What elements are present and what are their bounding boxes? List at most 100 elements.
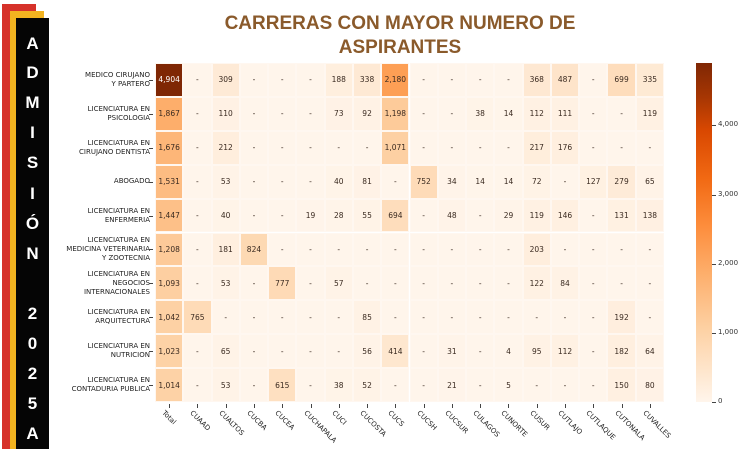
heatmap-cell: - [466, 334, 495, 369]
heatmap-cell: - [183, 96, 212, 131]
heatmap-cell: - [296, 96, 325, 131]
heatmap-cell: 95 [522, 334, 551, 369]
heatmap-cell: - [579, 300, 608, 335]
admision-banner [16, 18, 49, 449]
heatmap-cell: 414 [381, 334, 410, 369]
heatmap-cell: 85 [352, 300, 382, 335]
heatmap-cell: - [635, 130, 664, 165]
heatmap-cell: - [268, 334, 297, 369]
colorbar-tick [712, 263, 716, 265]
heatmap-cell: - [239, 96, 269, 131]
heatmap-cell: - [409, 334, 438, 369]
heatmap-cell: 338 [352, 63, 382, 97]
heatmap-cell: - [550, 232, 580, 267]
heatmap-cell: - [239, 266, 269, 301]
banner-letter: D [26, 63, 39, 82]
heatmap-cell: 65 [211, 334, 240, 369]
heatmap-cell: 777 [268, 266, 297, 301]
heatmap-cell: 1,198 [381, 96, 410, 131]
heatmap-cell: - [381, 164, 410, 199]
heatmap-cell: 694 [381, 198, 410, 233]
x-axis-label: CUSUR [528, 409, 552, 432]
heatmap-cell: - [296, 63, 325, 97]
heatmap-cell: - [466, 266, 495, 301]
heatmap-cell: 28 [324, 198, 353, 233]
heatmap-cell: - [550, 164, 580, 199]
colorbar-tick [712, 332, 716, 334]
heatmap-cell: 53 [211, 164, 240, 199]
x-axis-label: CUAAD [188, 409, 213, 433]
heatmap-cell: 1,676 [155, 130, 184, 165]
heatmap-cell: - [550, 368, 580, 402]
heatmap-cell: - [437, 300, 467, 335]
heatmap-cell: - [409, 96, 438, 131]
heatmap-cell: - [239, 63, 269, 97]
y-tick [149, 147, 153, 149]
heatmap-cell: 212 [211, 130, 240, 165]
heatmap-cell: 34 [437, 164, 467, 199]
heatmap-cell: - [268, 130, 297, 165]
x-tick [536, 404, 538, 408]
heatmap-cell: 4,904 [155, 63, 184, 97]
heatmap-cell: - [296, 300, 325, 335]
y-tick [149, 351, 153, 353]
y-tick [149, 283, 153, 285]
heatmap-cell: - [494, 266, 523, 301]
colorbar-tick-label: 2,000 [718, 258, 739, 267]
heatmap-cell: - [239, 130, 269, 165]
heatmap-cell: 1,867 [155, 96, 184, 131]
heatmap-cell: 14 [466, 164, 495, 199]
heatmap-cell: 752 [409, 164, 438, 199]
heatmap-cell: - [239, 164, 269, 199]
x-tick [423, 404, 425, 408]
heatmap-cell: 176 [550, 130, 580, 165]
heatmap-cell: 40 [211, 198, 240, 233]
heatmap-cell: - [239, 300, 269, 335]
heatmap-cell: 57 [324, 266, 353, 301]
y-tick [149, 181, 153, 183]
x-tick [225, 404, 227, 408]
heatmap-cell: - [183, 130, 212, 165]
x-tick [451, 404, 453, 408]
x-axis-label: CUCS [386, 409, 407, 429]
heatmap-cell: - [607, 130, 636, 165]
banner-letter: I [30, 123, 35, 142]
heatmap-cell: - [466, 232, 495, 267]
x-axis-label: CUCSH [414, 409, 439, 433]
heatmap-cell: 112 [550, 334, 580, 369]
heatmap-cell: 1,014 [155, 368, 184, 402]
banner-letter: 5 [27, 394, 38, 413]
heatmap-cell: 4 [494, 334, 523, 369]
heatmap-cell: - [579, 232, 608, 267]
heatmap-cell: - [494, 130, 523, 165]
colorbar-tick-label: 4,000 [718, 120, 739, 129]
y-axis-label: LICENCIATURA EN ARQUITECTURA [87, 308, 150, 326]
heatmap-cell: 150 [607, 368, 636, 402]
heatmap-cell: 119 [522, 198, 551, 233]
heatmap-cell: - [352, 130, 382, 165]
heatmap-cell: 73 [324, 96, 353, 131]
heatmap-cell: - [381, 368, 410, 402]
heatmap-cell: - [466, 63, 495, 97]
heatmap-cell: - [437, 63, 467, 97]
colorbar-tick [712, 402, 716, 403]
heatmap-cell: - [466, 198, 495, 233]
heatmap-cell: 1,023 [155, 334, 184, 369]
heatmap-cell: - [409, 130, 438, 165]
heatmap-cell: 1,208 [155, 232, 184, 267]
heatmap-cell: 699 [607, 63, 636, 97]
x-tick [649, 404, 651, 408]
heatmap-cell: 122 [522, 266, 551, 301]
heatmap-cell: - [409, 63, 438, 97]
heatmap-cell: 1,531 [155, 164, 184, 199]
heatmap-cell: - [239, 368, 269, 402]
x-tick [253, 404, 255, 408]
y-tick [149, 215, 153, 217]
heatmap-cell: - [437, 130, 467, 165]
heatmap-cell: 112 [522, 96, 551, 131]
heatmap-cell: - [381, 300, 410, 335]
y-axis-label: LICENCIATURA EN NUTRICION [87, 342, 150, 360]
heatmap-cell: - [296, 164, 325, 199]
chart-title-line1: CARRERAS CON MAYOR NUMERO DE [224, 13, 576, 34]
banner-letter: 2 [27, 364, 38, 383]
